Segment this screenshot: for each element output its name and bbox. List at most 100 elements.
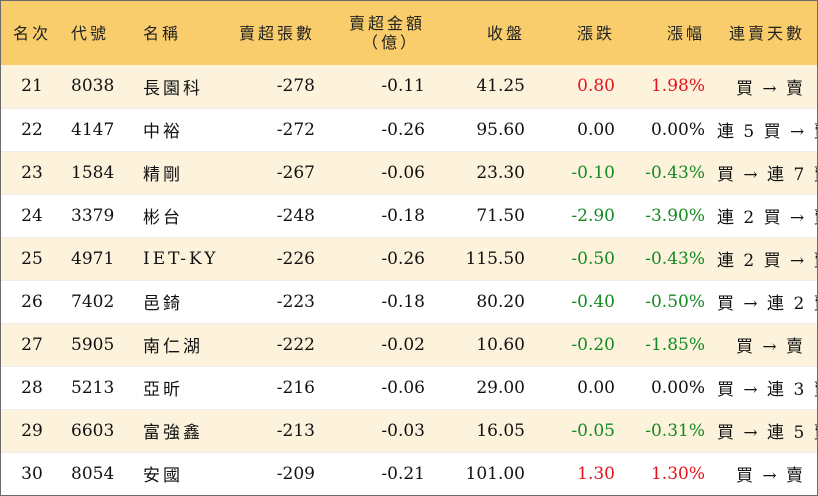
header-sell-shares[interactable]: 賣超張數 — [238, 23, 315, 43]
sell-amount-cell: -0.11 — [381, 76, 425, 97]
rank-cell: 23 — [1, 150, 63, 194]
change-pct-cell: 0.00% — [627, 365, 717, 409]
name-cell: 彬台 — [133, 193, 217, 237]
code-cell: 4147 — [63, 107, 133, 151]
close-cell: 10.60 — [437, 322, 537, 366]
sell-days-cell: 連 5 買 → 賣 — [717, 107, 817, 151]
rank-cell: 29 — [1, 408, 63, 452]
sell-shares-cell: -216 — [217, 365, 327, 409]
sell-days-cell: 買 → 連 3 賣 — [717, 365, 817, 409]
header-rank[interactable]: 名次 — [12, 23, 51, 43]
sell-amount-cell: -0.02 — [327, 322, 437, 366]
table-row[interactable]: 21 8038 長園科 -278 -0.11 41.25 0.80 1.98% 買 → 賣 — [1, 65, 817, 108]
table-row[interactable]: 29 6603 富強鑫 -213 -0.03 16.05 -0.05 -0.31% 買 → 連 … — [1, 408, 817, 452]
sell-amount-cell: -0.06 — [327, 150, 437, 194]
sell-days-cell: 連 2 買 → 賣 — [717, 236, 817, 280]
header-sell-days[interactable]: 連賣天數 — [728, 23, 805, 43]
change-cell: -0.05 — [537, 408, 627, 452]
sell-amount-cell: -0.21 — [327, 451, 437, 495]
change-cell: -0.40 — [537, 279, 627, 323]
sell-amount-cell: -0.03 — [327, 408, 437, 452]
rank-cell: 22 — [1, 107, 63, 151]
table-body: 21 8038 長園科 -278 -0.11 41.25 0.80 1.98% 買 → 賣 22 4… — [1, 65, 817, 495]
name-cell: 南仁湖 — [133, 322, 217, 366]
change-pct-cell: -0.43% — [627, 236, 717, 280]
sell-amount-cell: -0.26 — [327, 236, 437, 280]
code-cell: 7402 — [63, 279, 133, 323]
name-cell: 富強鑫 — [133, 408, 217, 452]
change-cell: 0.00 — [537, 107, 627, 151]
name-cell: 安國 — [133, 451, 217, 495]
rank-cell: 21 — [21, 76, 43, 97]
sell-amount-cell: -0.18 — [327, 193, 437, 237]
change-cell: -0.20 — [537, 322, 627, 366]
change-cell: -0.10 — [537, 150, 627, 194]
code-cell: 4971 — [63, 236, 133, 280]
table-row[interactable]: 26 7402 邑錡 -223 -0.18 80.20 -0.40 -0.50% 買 → 連 2… — [1, 279, 817, 323]
table-row[interactable]: 23 1584 精剛 -267 -0.06 23.30 -0.10 -0.43% 買 → 連 7… — [1, 150, 817, 194]
sell-days-cell: 買 → 連 7 賣 — [717, 150, 817, 194]
close-cell: 23.30 — [437, 150, 537, 194]
name-cell: 亞昕 — [133, 365, 217, 409]
change-pct-cell: -0.43% — [627, 150, 717, 194]
sell-shares-cell: -248 — [217, 193, 327, 237]
sell-shares-cell: -267 — [217, 150, 327, 194]
code-cell: 8038 — [71, 76, 115, 97]
sell-days-cell: 買 → 賣 — [717, 451, 817, 495]
table-row[interactable]: 25 4971 IET-KY -226 -0.26 115.50 -0.50 -0.43% 連 … — [1, 236, 817, 280]
close-cell: 71.50 — [437, 193, 537, 237]
table-row[interactable]: 30 8054 安國 -209 -0.21 101.00 1.30 1.30% 買 → 賣 — [1, 451, 817, 495]
change-cell: -2.90 — [537, 193, 627, 237]
close-cell: 101.00 — [437, 451, 537, 495]
code-cell: 3379 — [63, 193, 133, 237]
change-pct-cell: -1.85% — [627, 322, 717, 366]
header-name[interactable]: 名稱 — [143, 23, 182, 43]
change-pct-cell: 1.30% — [627, 451, 717, 495]
table-row[interactable]: 27 5905 南仁湖 -222 -0.02 10.60 -0.20 -1.85% 買 → 賣 — [1, 322, 817, 366]
change-pct-cell: 0.00% — [627, 107, 717, 151]
close-cell: 29.00 — [437, 365, 537, 409]
header-sell-amount-unit: （億） — [361, 33, 419, 52]
change-pct-cell: -0.31% — [627, 408, 717, 452]
sell-days-cell: 連 2 買 → 賣 — [717, 193, 817, 237]
name-cell: 中裕 — [133, 107, 217, 151]
close-cell: 115.50 — [437, 236, 537, 280]
sell-shares-cell: -223 — [217, 279, 327, 323]
name-cell: 精剛 — [133, 150, 217, 194]
rank-cell: 24 — [1, 193, 63, 237]
sell-days-cell: 買 → 連 2 賣 — [717, 279, 817, 323]
close-cell: 41.25 — [476, 76, 525, 97]
code-cell: 6603 — [63, 408, 133, 452]
sell-shares-cell: -213 — [217, 408, 327, 452]
rank-cell: 30 — [1, 451, 63, 495]
header-code[interactable]: 代號 — [71, 23, 110, 43]
rank-cell: 28 — [1, 365, 63, 409]
close-cell: 80.20 — [437, 279, 537, 323]
table-header-row: 名次 代號 名稱 賣超張數 賣超金額 （億） 收盤 漲跌 漲幅 連賣天數 — [1, 1, 817, 65]
rank-cell: 25 — [1, 236, 63, 280]
sell-shares-cell: -272 — [217, 107, 327, 151]
name-cell: IET-KY — [133, 236, 217, 280]
code-cell: 1584 — [63, 150, 133, 194]
sell-amount-cell: -0.26 — [327, 107, 437, 151]
table-row[interactable]: 24 3379 彬台 -248 -0.18 71.50 -2.90 -3.90% 連 2 買 →… — [1, 193, 817, 237]
change-pct-cell: -3.90% — [627, 193, 717, 237]
header-sell-amount-line1: 賣超金額 — [348, 14, 425, 33]
header-close[interactable]: 收盤 — [486, 23, 525, 43]
name-cell: 邑錡 — [133, 279, 217, 323]
rank-cell: 26 — [1, 279, 63, 323]
code-cell: 5905 — [63, 322, 133, 366]
header-change[interactable]: 漲跌 — [576, 23, 615, 43]
sell-shares-cell: -278 — [276, 76, 315, 97]
change-pct-cell: 1.98% — [650, 76, 705, 97]
rank-cell: 27 — [1, 322, 63, 366]
close-cell: 95.60 — [437, 107, 537, 151]
header-change-pct[interactable]: 漲幅 — [666, 23, 705, 43]
change-cell: -0.50 — [537, 236, 627, 280]
code-cell: 5213 — [63, 365, 133, 409]
header-sell-amount[interactable]: 賣超金額 （億） — [327, 1, 437, 65]
